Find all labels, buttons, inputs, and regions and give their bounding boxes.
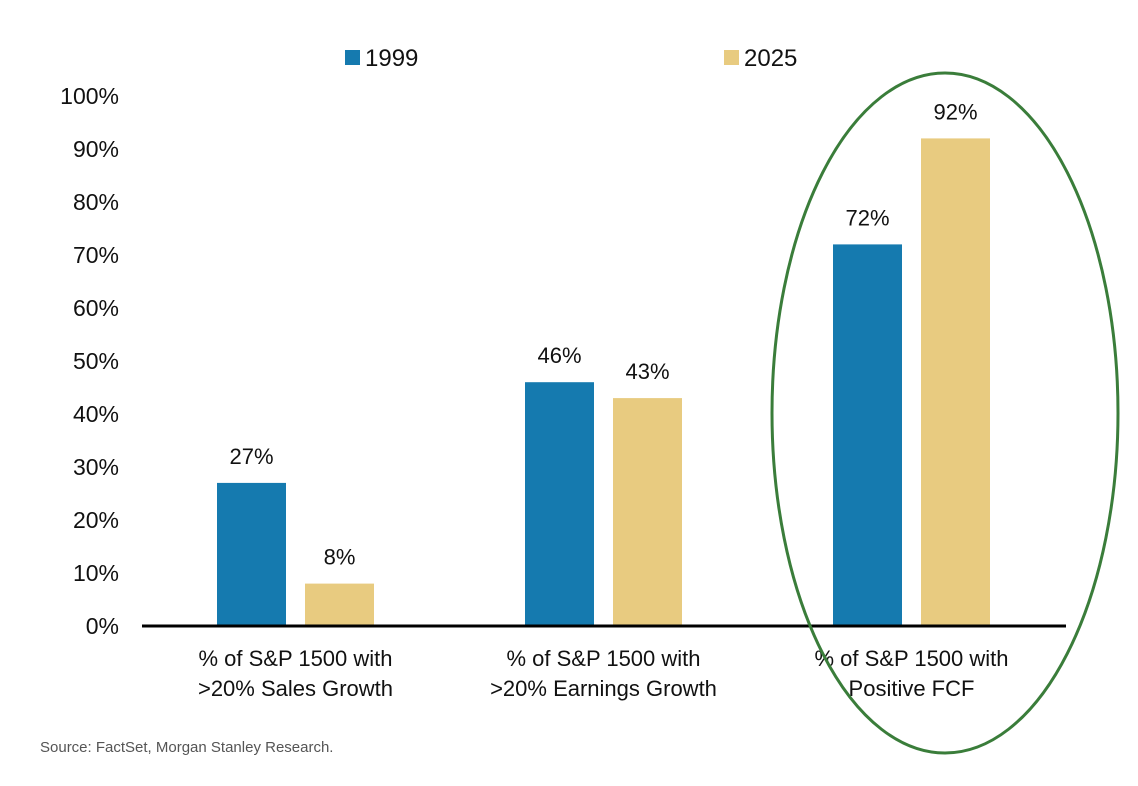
data-label: 8% xyxy=(324,545,356,570)
bars xyxy=(217,138,990,626)
y-axis: 0% 10% 20% 30% 40% 50% 60% 70% 80% 90% 100% xyxy=(60,83,119,639)
data-label: 72% xyxy=(845,205,889,230)
y-tick-label: 100% xyxy=(60,83,119,109)
source-note: Source: FactSet, Morgan Stanley Research… xyxy=(40,739,333,756)
legend-label: 2025 xyxy=(744,45,797,72)
category-label: % of S&P 1500 with xyxy=(814,646,1008,671)
legend: 1999 2025 xyxy=(345,45,797,72)
highlight-ellipse xyxy=(770,71,1120,755)
category-label: >20% Earnings Growth xyxy=(490,676,717,701)
y-tick-label: 0% xyxy=(86,613,119,639)
data-label: 27% xyxy=(229,444,273,469)
legend-swatch-2025 xyxy=(724,50,739,65)
y-tick-label: 20% xyxy=(73,507,119,533)
bar-2025-1 xyxy=(613,398,682,626)
y-tick-label: 50% xyxy=(73,348,119,374)
legend-swatch-1999 xyxy=(345,50,360,65)
data-labels: 27% 46% 72% 8% 43% 92% xyxy=(229,99,977,569)
category-label: Positive FCF xyxy=(849,676,975,701)
category-label: % of S&P 1500 with xyxy=(506,646,700,671)
data-label: 43% xyxy=(625,359,669,384)
category-labels: % of S&P 1500 with >20% Sales Growth % of … xyxy=(198,646,1009,701)
bar-2025-0 xyxy=(305,583,374,626)
bar-1999-0 xyxy=(217,482,286,626)
y-tick-label: 70% xyxy=(73,242,119,268)
data-label: 92% xyxy=(933,99,977,124)
bar-1999-1 xyxy=(525,382,594,626)
y-tick-label: 90% xyxy=(73,136,119,162)
category-label: >20% Sales Growth xyxy=(198,676,393,701)
bar-1999-2 xyxy=(833,244,902,626)
y-tick-label: 40% xyxy=(73,401,119,427)
category-label: % of S&P 1500 with xyxy=(198,646,392,671)
y-tick-label: 80% xyxy=(73,189,119,215)
bar-2025-2 xyxy=(921,138,990,626)
y-tick-label: 30% xyxy=(73,454,119,480)
y-tick-label: 10% xyxy=(73,560,119,586)
y-tick-label: 60% xyxy=(73,295,119,321)
legend-label: 1999 xyxy=(365,45,418,72)
data-label: 46% xyxy=(537,343,581,368)
